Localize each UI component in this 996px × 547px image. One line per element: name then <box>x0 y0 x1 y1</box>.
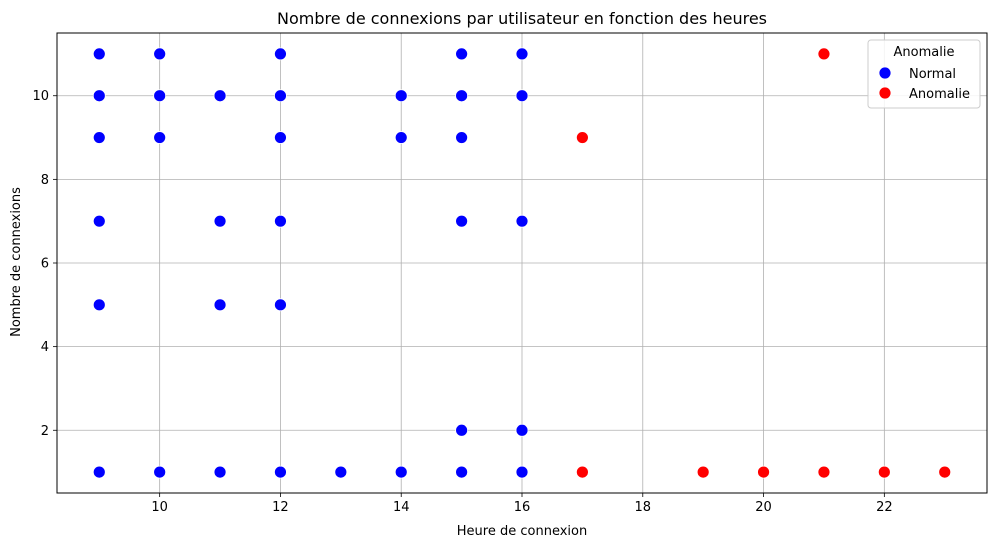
data-point-normal <box>394 89 408 103</box>
data-point-normal <box>455 423 469 437</box>
data-point-normal <box>455 131 469 144</box>
data-point-normal <box>455 47 469 61</box>
x-axis-label: Heure de connexion <box>457 524 587 539</box>
data-point-normal <box>92 47 106 61</box>
data-point-normal <box>92 131 106 144</box>
data-point-normal <box>455 89 469 103</box>
data-point-normal <box>394 131 408 144</box>
data-point-normal <box>92 465 106 479</box>
data-point-normal <box>274 214 287 228</box>
x-tick-label: 12 <box>272 500 289 515</box>
data-point-normal <box>455 465 469 479</box>
x-tick-label: 18 <box>635 500 652 515</box>
y-tick-label: 4 <box>41 340 49 355</box>
data-point-normal <box>153 465 167 479</box>
x-tick-label: 10 <box>151 500 168 515</box>
legend-title: Anomalie <box>894 45 955 60</box>
data-point-normal <box>334 465 348 479</box>
x-tick-label: 22 <box>876 500 893 515</box>
data-point-normal <box>274 47 287 61</box>
legend-label-normal: Normal <box>909 67 956 82</box>
data-point-normal <box>213 298 227 312</box>
data-point-normal <box>92 298 106 312</box>
data-point-anomalie <box>696 465 710 479</box>
data-point-normal <box>274 465 287 479</box>
data-point-anomalie <box>817 465 831 479</box>
x-tick-label: 14 <box>393 500 410 515</box>
data-point-normal <box>274 89 287 103</box>
data-point-anomalie <box>938 465 952 479</box>
x-tick-label: 16 <box>514 500 531 515</box>
data-point-normal <box>213 465 227 479</box>
legend-marker-anomalie <box>878 86 892 100</box>
data-point-normal <box>515 47 529 61</box>
data-point-normal <box>153 89 167 103</box>
data-point-anomalie <box>575 465 589 479</box>
grid-lines <box>57 33 987 493</box>
y-tick-label: 8 <box>41 173 49 188</box>
y-tick-label: 2 <box>41 424 49 439</box>
x-tick-label: 20 <box>755 500 772 515</box>
data-point-normal <box>274 298 287 312</box>
legend-label-anomalie: Anomalie <box>909 87 970 102</box>
data-point-normal <box>92 214 106 228</box>
data-point-normal <box>394 465 408 479</box>
legend-marker-normal <box>878 66 892 80</box>
y-tick-label: 10 <box>32 89 49 104</box>
y-tick-label: 6 <box>41 257 49 272</box>
y-axis: 2 4 6 8 10 <box>32 89 57 439</box>
legend: Anomalie Normal Anomalie <box>867 39 981 109</box>
data-point-normal <box>92 89 106 103</box>
data-point-normal <box>153 47 167 61</box>
chart-title: Nombre de connexions par utilisateur en … <box>277 9 767 28</box>
data-points <box>92 47 952 479</box>
data-point-normal <box>515 214 529 228</box>
data-point-normal <box>213 89 227 103</box>
x-axis: 10 12 14 16 18 20 22 <box>151 493 893 515</box>
data-point-anomalie <box>877 465 891 479</box>
data-point-normal <box>515 89 529 103</box>
legend-box <box>867 39 981 109</box>
data-point-normal <box>515 465 529 479</box>
data-point-normal <box>274 131 287 144</box>
y-axis-label: Nombre de connexions <box>9 187 24 337</box>
data-point-normal <box>455 214 469 228</box>
data-point-anomalie <box>817 47 831 61</box>
data-point-anomalie <box>757 465 770 479</box>
data-point-normal <box>213 214 227 228</box>
data-point-normal <box>515 423 529 437</box>
data-point-normal <box>153 131 167 144</box>
data-point-anomalie <box>575 131 589 144</box>
